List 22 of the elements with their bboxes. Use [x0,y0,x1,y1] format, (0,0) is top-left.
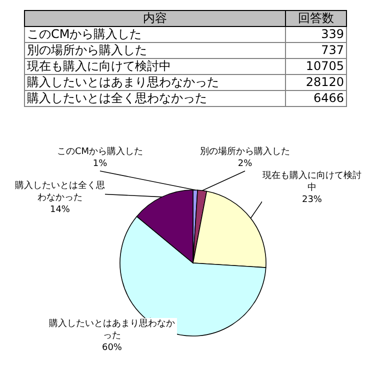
slice-label: このCMから購入した [56,146,144,158]
category-label: 別の場所から購入した [24,42,286,58]
data-label: 2% [236,158,254,170]
data-label: 339 [286,26,346,42]
data-label: 28120 [286,74,346,90]
data-label: 60% [100,342,123,354]
category-label: 現在も購入に向けて検討中 [24,58,286,74]
category-label: 購入したいとはあまり思わなかった [24,74,286,90]
text: 回答数 [286,10,346,26]
slice-label: 現在も購入に向けて検討中 [262,170,362,194]
data-label: 23% [300,194,323,206]
text: 内容 [24,10,286,26]
data-label: 14% [48,204,71,216]
category-label: このCMから購入した [24,26,286,42]
slice-label: 購入したいとはあまり思わなかった [48,318,176,342]
data-label: 737 [286,42,346,58]
data-label: 1% [92,158,108,170]
category-label: 購入したいとは全く思わなかった [24,90,286,106]
slice-label: 購入したいとは全く思わなかった [15,180,105,204]
data-label: 10705 [286,58,346,74]
slice-label: 別の場所から購入した [199,146,291,158]
data-label: 6466 [286,90,346,106]
